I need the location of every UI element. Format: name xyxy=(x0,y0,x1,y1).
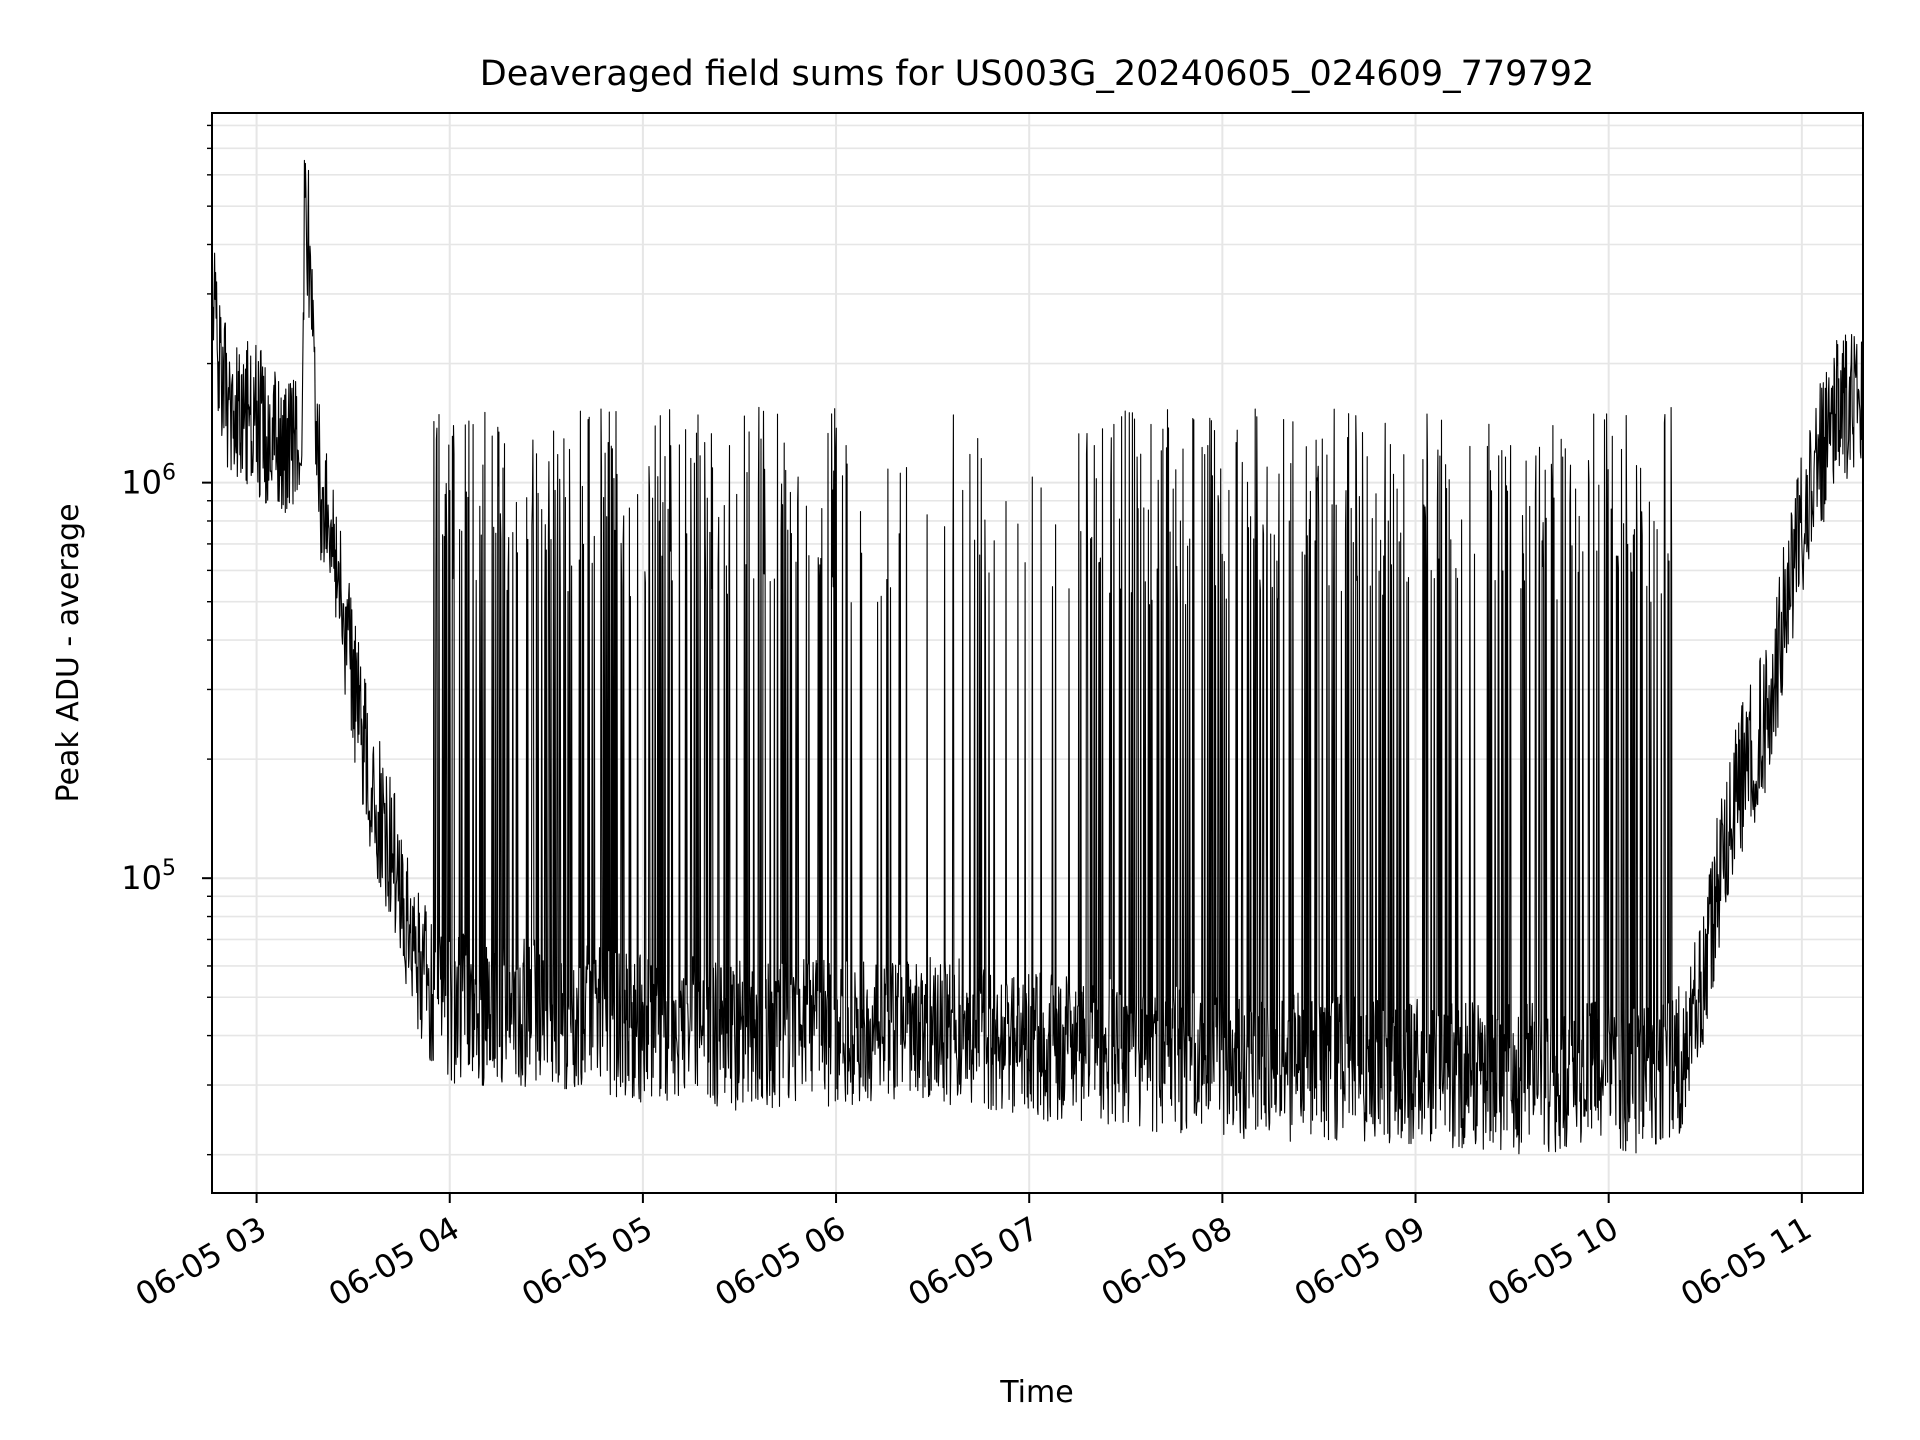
plot-frame xyxy=(211,112,1864,1194)
y-tick-label: 106 xyxy=(121,461,176,502)
series-line xyxy=(211,159,1864,1155)
series-layer xyxy=(211,159,1864,1155)
chart-title: Deaveraged field sums for US003G_2024060… xyxy=(480,54,1595,94)
x-axis-label: Time xyxy=(999,1375,1073,1410)
y-axis-label: Peak ADU - average xyxy=(51,503,86,802)
y-tick-label: 105 xyxy=(121,856,176,897)
